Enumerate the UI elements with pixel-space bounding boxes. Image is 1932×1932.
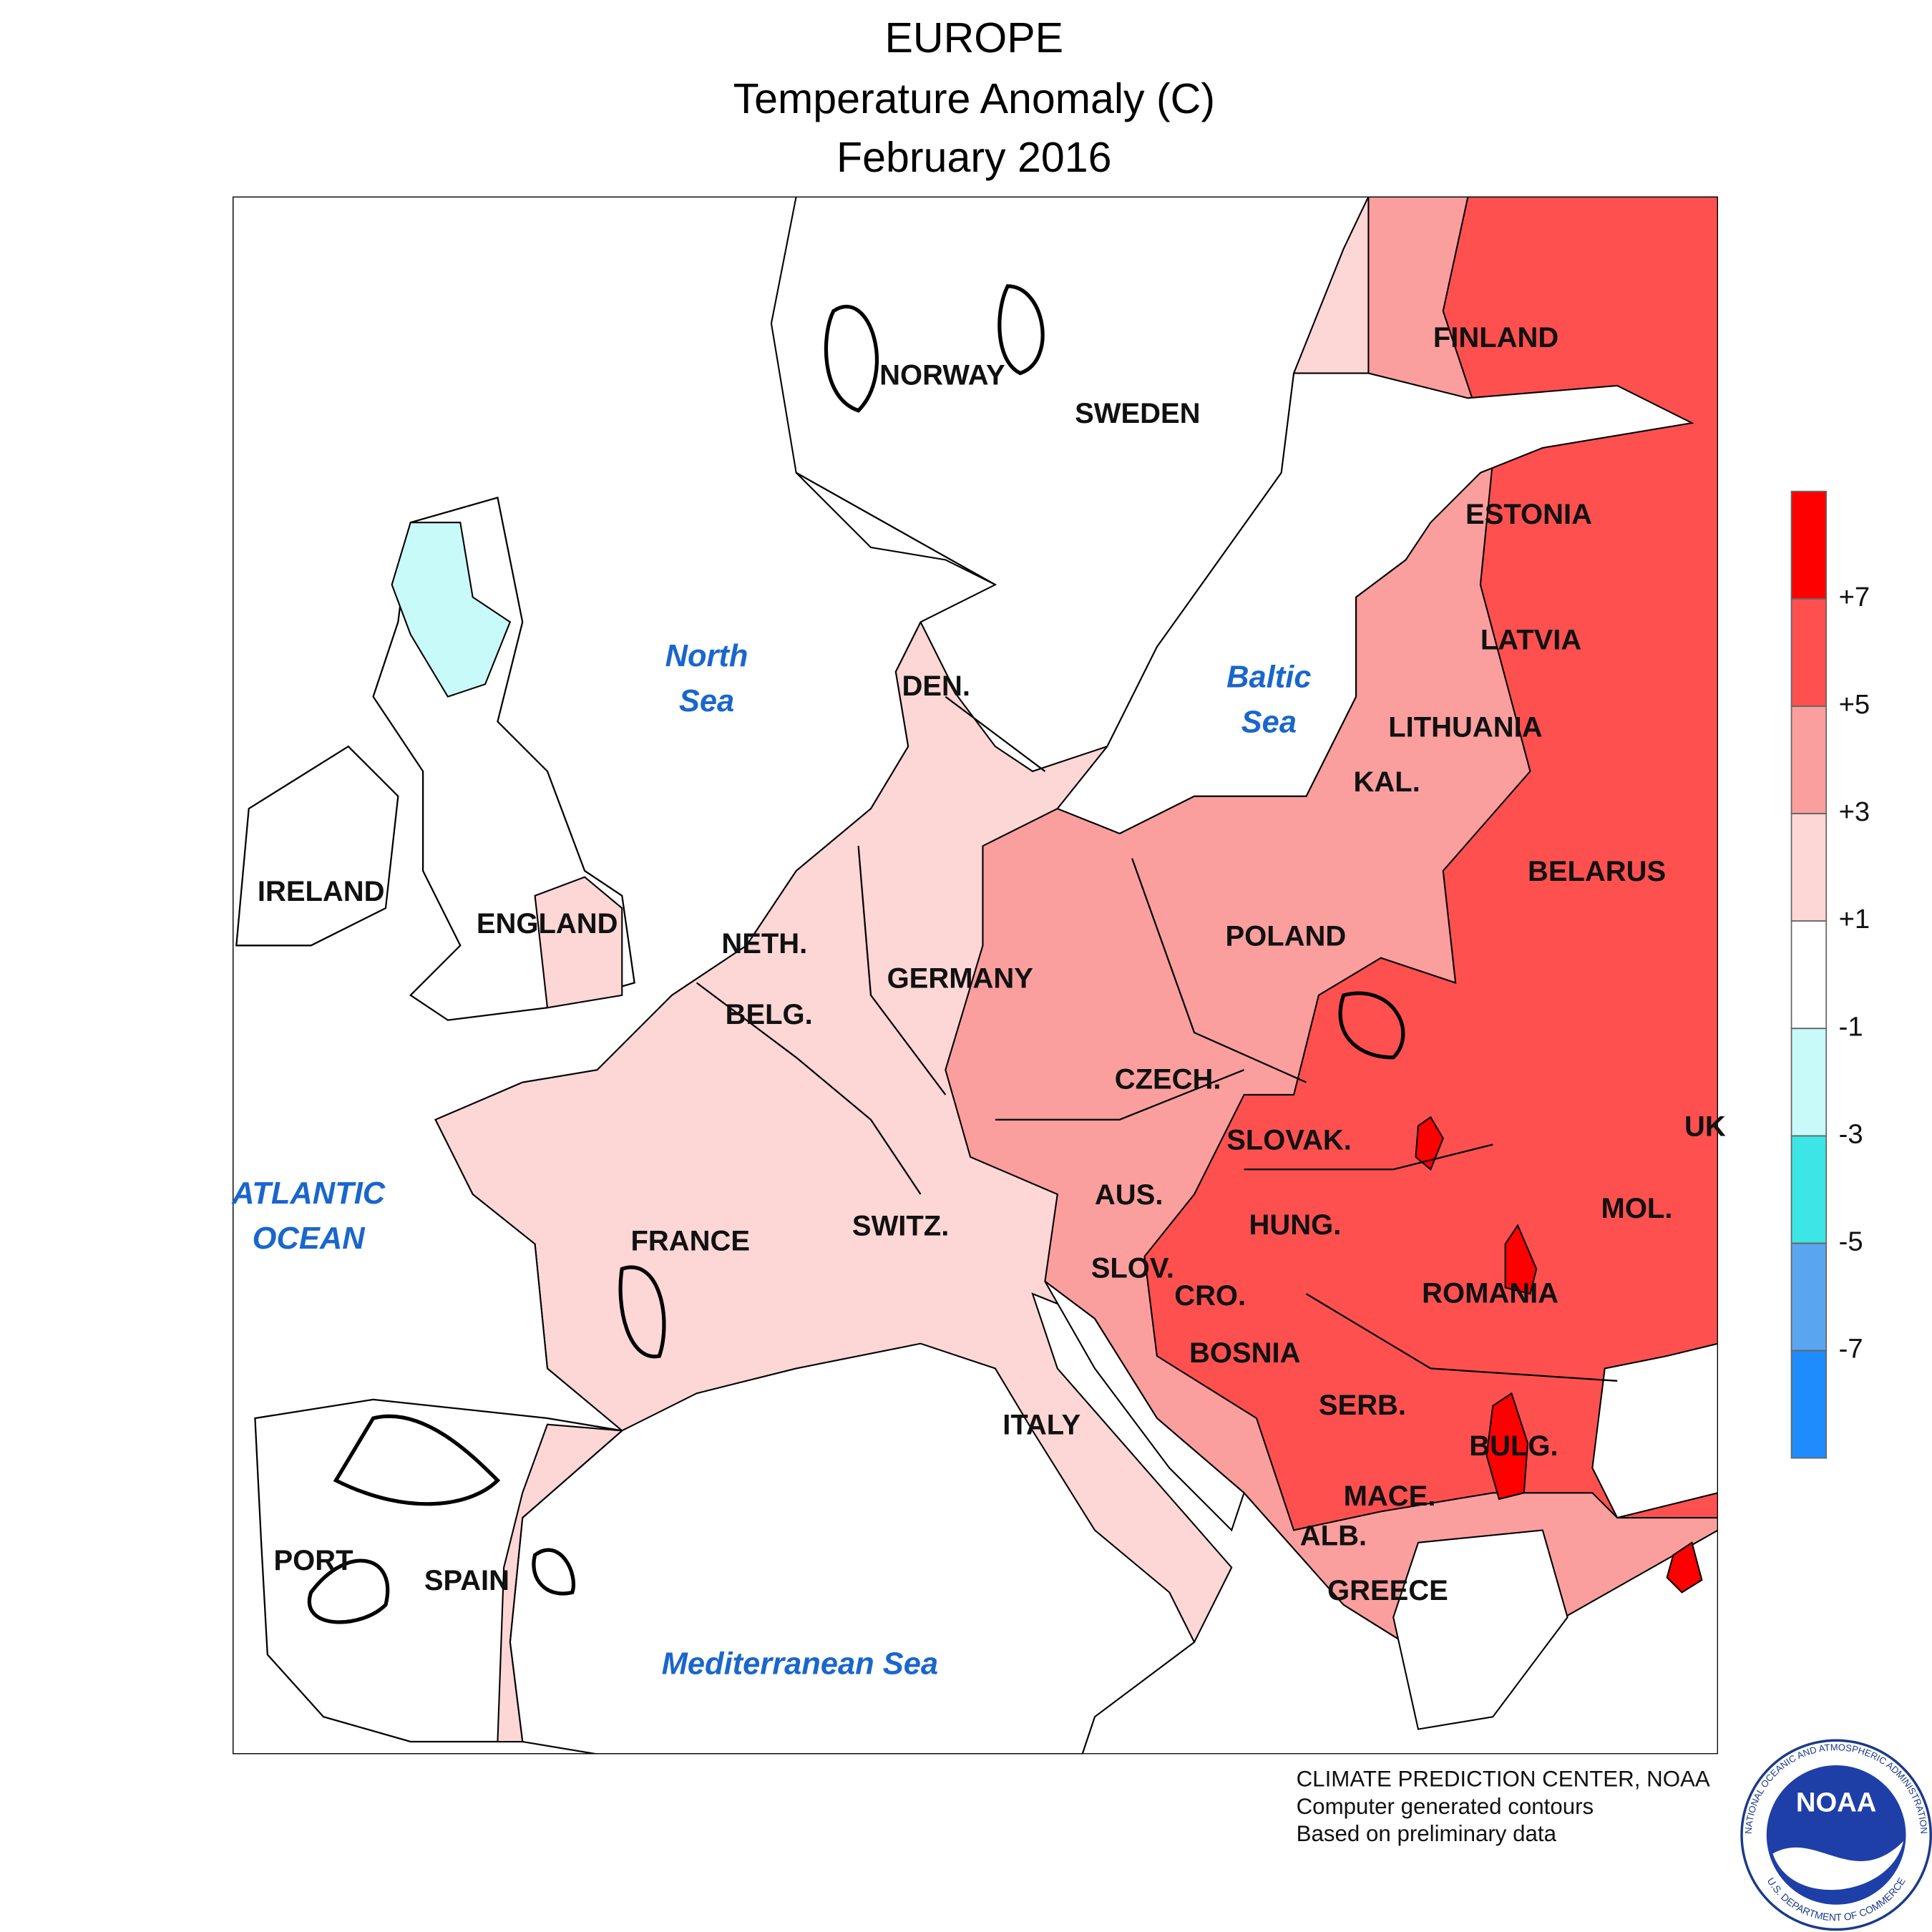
land bbox=[235, 745, 399, 947]
colorbar-bin bbox=[1790, 920, 1828, 1030]
credit: CLIMATE PREDICTION CENTER, NOAA bbox=[1297, 1767, 1710, 1792]
land-anom-5-7 bbox=[1143, 196, 1718, 1531]
country-label: BELARUS bbox=[1528, 856, 1666, 887]
land-anom-7 bbox=[1485, 1392, 1529, 1501]
country-label: ENGLAND bbox=[477, 908, 618, 940]
noaa-logo: NOAA NATIONAL OCEANIC AND ATMOSPHERIC AD… bbox=[1740, 1739, 1932, 1931]
country-label: SPAIN bbox=[424, 1565, 509, 1596]
country-label: UK bbox=[1684, 1111, 1726, 1142]
contour bbox=[824, 304, 879, 413]
country-label: PORT bbox=[273, 1545, 353, 1576]
sea-label: OCEAN bbox=[253, 1221, 366, 1256]
colorbar-tick-label: +7 bbox=[1839, 582, 1870, 613]
contour bbox=[1338, 991, 1405, 1060]
country-label: FINLAND bbox=[1433, 322, 1558, 353]
country-label: GERMANY bbox=[887, 963, 1034, 995]
country-label: SLOV. bbox=[1091, 1253, 1174, 1284]
land-anom-7 bbox=[1415, 1116, 1444, 1171]
colorbar-tick-label: -1 bbox=[1839, 1011, 1863, 1042]
colorbar-tick-label: +1 bbox=[1839, 904, 1870, 935]
contour bbox=[532, 1548, 575, 1596]
sea bbox=[1056, 372, 1694, 834]
contour bbox=[997, 284, 1045, 376]
sea-label: North bbox=[665, 639, 748, 673]
country-label: FRANCE bbox=[630, 1225, 750, 1257]
logo-text: NOAA bbox=[1796, 1787, 1877, 1818]
country-label: HUNG. bbox=[1249, 1209, 1342, 1241]
colorbar-tick-label: +5 bbox=[1839, 689, 1870, 720]
country-label: BOSNIA bbox=[1189, 1337, 1300, 1369]
country-label: MACE. bbox=[1344, 1480, 1436, 1512]
country-label: ALB. bbox=[1300, 1520, 1367, 1551]
colorbar-tick-label: -5 bbox=[1839, 1226, 1863, 1257]
title: EUROPE bbox=[884, 14, 1063, 62]
colorbar-bin bbox=[1790, 813, 1828, 922]
credit: Based on preliminary data bbox=[1297, 1821, 1557, 1846]
colorbar-bin bbox=[1790, 597, 1828, 707]
colorbar-bin bbox=[1790, 1028, 1828, 1137]
sea-label: ATLANTIC bbox=[231, 1176, 386, 1211]
colorbar-bin bbox=[1790, 706, 1828, 814]
colorbar-tick-label: -3 bbox=[1839, 1118, 1863, 1149]
country-label: AUS. bbox=[1095, 1179, 1163, 1211]
country-label: LATVIA bbox=[1480, 625, 1581, 656]
country-label: SERB. bbox=[1319, 1390, 1406, 1421]
sea-labels: North Sea Baltic Sea ATLANTIC OCEAN Mediterran… bbox=[231, 639, 1311, 1681]
country-label: SLOVAK. bbox=[1226, 1125, 1352, 1156]
country-label: ITALY bbox=[1002, 1410, 1080, 1441]
contour bbox=[307, 1558, 390, 1624]
country-label: GREECE bbox=[1327, 1575, 1448, 1606]
country-label: NETH. bbox=[721, 928, 807, 960]
country-label: BELG. bbox=[726, 999, 813, 1030]
subtitle: Temperature Anomaly (C) bbox=[733, 74, 1215, 122]
land-anom-7 bbox=[1666, 1541, 1703, 1594]
map-area bbox=[233, 196, 1718, 1755]
land-anom-7 bbox=[1504, 1224, 1538, 1295]
land-anom-cold bbox=[391, 522, 512, 698]
country-label: DEN. bbox=[902, 670, 970, 702]
country-label: MOL. bbox=[1601, 1193, 1673, 1224]
country-label: BULG. bbox=[1469, 1430, 1558, 1462]
land-anom-1-3 bbox=[497, 1423, 624, 1743]
colorbar-bin bbox=[1790, 490, 1828, 600]
land-anom-1-3 bbox=[534, 876, 623, 1009]
country-label: CRO. bbox=[1174, 1280, 1246, 1312]
country-label: SWEDEN bbox=[1075, 398, 1200, 429]
colorbar-bin bbox=[1790, 1135, 1828, 1244]
country-label: ESTONIA bbox=[1465, 499, 1592, 530]
country-label: KAL. bbox=[1354, 766, 1420, 798]
colorbar-tick-label: +3 bbox=[1839, 796, 1870, 827]
sea-label: Mediterranean Sea bbox=[662, 1646, 938, 1681]
logo-bird bbox=[1772, 1841, 1904, 1890]
sea-label: Sea bbox=[1241, 705, 1297, 739]
country-label: ROMANIA bbox=[1422, 1277, 1558, 1309]
country-label: LITHUANIA bbox=[1388, 711, 1542, 743]
credit: Computer generated contours bbox=[1297, 1794, 1594, 1819]
colorbar-bin bbox=[1790, 1350, 1828, 1459]
date: February 2016 bbox=[836, 133, 1111, 181]
contour bbox=[618, 1265, 666, 1359]
colorbar-bin bbox=[1790, 1242, 1828, 1352]
sea bbox=[1591, 1342, 1718, 1519]
colorbar: -7 -5 -3 -1 +1 +3 +5 +7 bbox=[1790, 490, 1870, 1459]
country-labels: NORWAY SWEDEN FINLAND ESTONIA LATVIA LITHUANI… bbox=[258, 322, 1726, 1606]
country-label: NORWAY bbox=[879, 359, 1005, 391]
border bbox=[696, 472, 1618, 1382]
sea-label: Sea bbox=[679, 684, 734, 718]
sea bbox=[1392, 1529, 1568, 1730]
colorbar-tick-label: -7 bbox=[1839, 1334, 1863, 1365]
sea bbox=[1044, 1280, 1245, 1532]
sea-label: Baltic bbox=[1226, 660, 1311, 695]
country-label: POLAND bbox=[1225, 920, 1346, 952]
country-label: SWITZ. bbox=[852, 1211, 949, 1242]
country-label: CZECH. bbox=[1115, 1063, 1221, 1095]
country-label: IRELAND bbox=[258, 876, 385, 907]
contour bbox=[333, 1414, 501, 1506]
